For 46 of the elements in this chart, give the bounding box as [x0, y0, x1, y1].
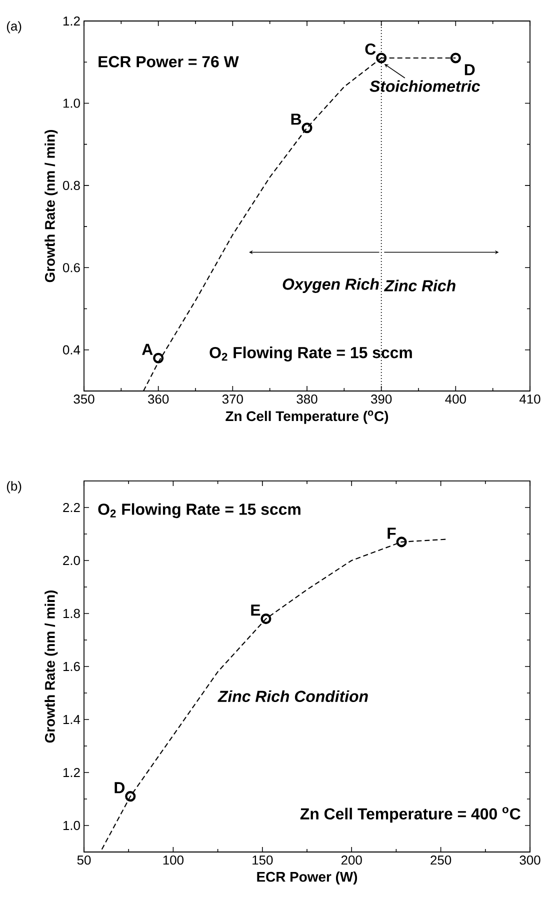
x-tick-label: 250	[430, 856, 452, 865]
y-tick-label: 0.8	[62, 180, 80, 190]
annotation: C	[365, 44, 376, 55]
x-tick-label: 50	[77, 856, 91, 865]
x-tick-label: 390	[371, 394, 392, 404]
x-tick-label: 410	[519, 394, 540, 404]
text: (a)	[6, 21, 22, 34]
y-tick-label: 1.2	[63, 768, 80, 778]
x-tick-label: 380	[296, 394, 318, 404]
y-tick-label: 1.2	[63, 16, 80, 26]
x-tick-label: 360	[148, 394, 169, 404]
annotation: D	[114, 782, 125, 794]
annotation: Zn Cell Temperature = 400 $^{o}$C	[300, 807, 520, 823]
x-tick-label: 300	[520, 856, 540, 865]
x-axis-title: Zn Cell Temperature ($^{o}$C)	[226, 410, 388, 424]
x-tick-label: 150	[252, 856, 273, 865]
y-tick-label: 2.0	[63, 556, 80, 566]
annotation: F	[388, 528, 396, 539]
y-tick-label: 1.8	[63, 608, 80, 618]
y-tick-label: 1.0	[63, 820, 80, 830]
annotation: O$_{2}$ Flowing Rate = 15 sccm	[98, 503, 300, 518]
annotation: E	[251, 604, 260, 616]
annotation: O$_{2}$ Flowing Rate = 15 sccm	[210, 346, 412, 362]
x-tick-label: 400	[445, 394, 466, 404]
annotation: Oxygen Rich	[282, 278, 379, 293]
annotation: ECR Power = 76 W	[98, 56, 239, 68]
x-tick-label: 370	[222, 394, 243, 404]
y-axis-title: Growth Rate (nm / min)	[44, 590, 58, 743]
x-tick-label: 200	[341, 856, 362, 865]
x-axis-title: ECR Power (W)	[257, 872, 358, 885]
text: (b)	[6, 481, 22, 494]
y-tick-label: 2.2	[63, 502, 80, 512]
annotation: D	[464, 64, 475, 76]
x-tick-label: 350	[74, 394, 94, 404]
x-tick-label: 100	[163, 856, 184, 865]
annotation: Stoichiometric	[370, 80, 480, 92]
y-tick-label: 0.4	[62, 345, 80, 354]
annotation: Zinc Rich	[384, 280, 456, 292]
annotation: B	[291, 114, 302, 125]
y-tick-label: 0.6	[62, 263, 80, 272]
y-tick-label: 1.6	[63, 662, 80, 672]
y-axis-title: Growth Rate (nm / min)	[44, 130, 58, 282]
y-tick-label: 1.0	[63, 98, 80, 108]
annotation: Zinc Rich Condition	[218, 690, 368, 702]
annotation: A	[142, 344, 153, 355]
y-tick-label: 1.4	[63, 715, 80, 724]
